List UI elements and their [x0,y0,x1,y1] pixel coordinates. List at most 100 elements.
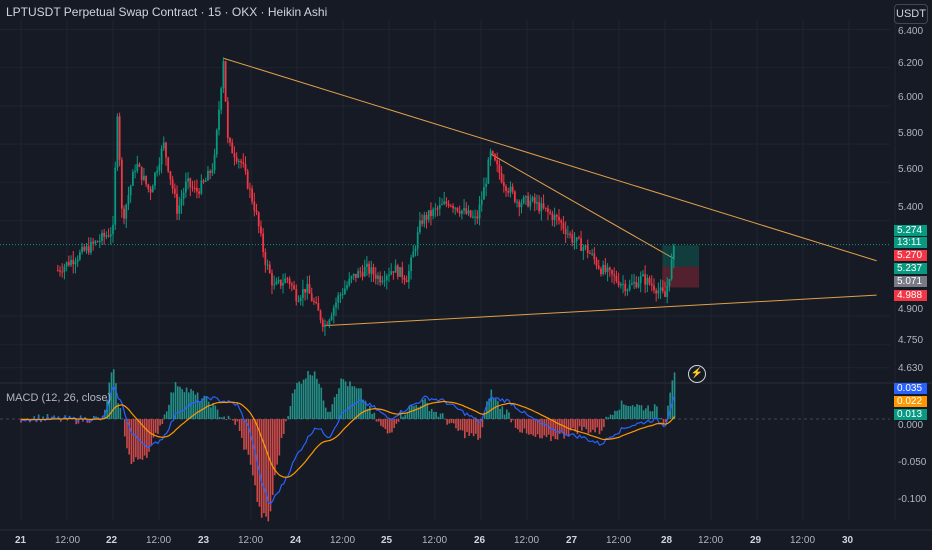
time-tick: 12:00 [330,535,356,546]
macd-histogram-bar [168,404,170,420]
candle-body [619,284,622,286]
candle-body [416,232,419,249]
candle-body [207,171,209,181]
macd-histogram-bar [561,419,563,433]
candle-body [304,288,306,293]
candle-body [575,237,578,242]
macd-histogram-bar [578,419,581,427]
macd-histogram-bar [455,419,457,429]
candle-body [158,164,161,171]
macd-histogram-bar [126,419,128,449]
candle-body [251,188,254,202]
candle-body [343,288,346,294]
candle-body [260,226,262,234]
macd-histogram-bar [417,407,420,420]
macd-histogram-bar [490,389,493,420]
macd-histogram-bar [335,394,338,420]
macd-histogram-bar [435,411,437,420]
time-tick: 21 [15,535,27,546]
macd-value-badge: 0.035 [894,383,927,394]
trendline [324,294,877,327]
macd-histogram-bar [307,371,309,420]
candle-body [370,267,373,274]
macd-histogram-bar [369,405,371,420]
macd-histogram-bar [649,411,652,420]
macd-histogram-bar [569,419,572,431]
macd-histogram-bar [642,410,645,420]
candle-body [284,278,287,283]
candle-body [169,171,172,180]
flash-icon[interactable]: ⚡ [688,365,706,383]
candle-body [350,276,353,279]
candle-body [531,197,534,201]
candle-body [96,241,99,243]
macd-histogram-bar [371,413,373,420]
macd-indicator-label[interactable]: MACD (12, 26, close) [6,392,112,404]
macd-histogram-bar [494,398,497,420]
macd-histogram-bar [360,388,362,420]
macd-histogram-bar [430,408,433,420]
candle-body [268,264,271,274]
candle-body [131,171,134,186]
time-tick: 12:00 [238,535,264,546]
candle-body [354,273,357,278]
macd-histogram-bar [660,418,663,420]
macd-histogram-bar [519,419,521,433]
candle-body [222,61,225,89]
trendline [489,153,675,260]
candle-body [87,246,90,253]
candle-body [328,319,331,326]
candle-body [147,184,150,190]
candle-body [653,285,655,291]
time-tick: 24 [290,535,302,546]
candle-body [189,178,192,187]
macd-histogram-bar [185,387,188,420]
entry-price-badge: 5.237 [894,263,927,274]
candle-body [176,193,178,214]
candle-body [485,183,488,187]
macd-histogram-bar [607,417,610,420]
candle-body [78,252,81,260]
macd-histogram-bar [289,406,292,420]
symbol-title[interactable]: LPTUSDT Perpetual Swap Contract · 15 · O… [6,5,328,19]
macd-histogram-bar [517,419,519,430]
candle-body [608,267,611,270]
candle-body [200,180,203,194]
macd-histogram-bar [318,383,320,420]
macd-histogram-bar [645,408,647,420]
candle-body [650,283,653,286]
price-tick: 4.900 [898,304,924,315]
candle-body [352,273,355,277]
candle-body [213,154,216,171]
macd-histogram-bar [130,419,133,465]
candle-body [85,246,88,251]
candle-body [182,192,185,199]
macd-histogram-bar [439,413,442,420]
macd-histogram-bar [528,419,530,435]
macd-histogram-bar [629,406,632,420]
macd-histogram-bar [459,419,462,430]
candle-body [220,88,223,110]
macd-histogram-bar [293,389,296,420]
candle-body [633,281,635,284]
macd-histogram-bar [611,414,614,420]
macd-histogram-bar [422,399,424,420]
candle-body [595,259,598,266]
currency-button[interactable]: USDT [894,4,928,24]
macd-histogram-bar [510,419,512,423]
macd-histogram-bar [152,419,155,438]
level-price-badge: 5.071 [894,276,927,287]
macd-histogram-bar [346,386,349,420]
macd-histogram-bar [503,414,506,420]
candle-body [542,203,545,208]
macd-histogram-bar [669,392,671,420]
candle-body [407,271,410,283]
macd-histogram-bar [415,404,418,420]
candle-body [463,208,465,211]
candle-body [319,310,322,321]
price-tick: 4.750 [898,335,924,346]
candle-body [61,271,64,273]
candle-body [346,285,348,289]
candle-body [648,277,651,284]
